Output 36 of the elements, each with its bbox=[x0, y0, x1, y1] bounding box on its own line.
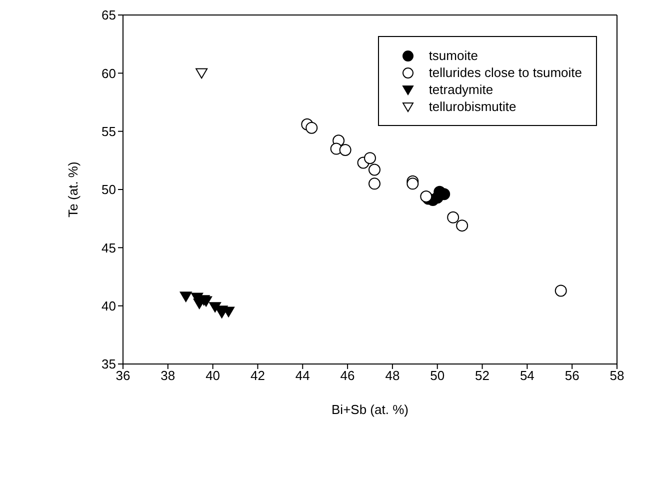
x-tick-label: 48 bbox=[385, 368, 400, 384]
legend-label: tetradymite bbox=[428, 82, 494, 97]
x-tick-label: 36 bbox=[116, 368, 130, 384]
x-tick-label: 58 bbox=[610, 368, 624, 384]
x-tick-label: 54 bbox=[520, 368, 534, 384]
point bbox=[420, 190, 432, 202]
y-tick-label: 55 bbox=[102, 124, 116, 139]
legend-label: tsumoite bbox=[428, 48, 478, 63]
legend-label: tellurides close to tsumoite bbox=[428, 65, 582, 80]
y-tick-label: 45 bbox=[102, 240, 116, 256]
x-tick-label: 42 bbox=[250, 368, 265, 384]
x-tick-label: 46 bbox=[340, 368, 355, 384]
y-tick-label: 35 bbox=[102, 356, 116, 372]
y-tick-label: 50 bbox=[102, 182, 116, 198]
x-tick-label: 44 bbox=[295, 368, 310, 384]
point bbox=[406, 178, 419, 190]
x-tick-label: 56 bbox=[564, 368, 580, 384]
y-axis-title: Te (at. %) bbox=[66, 162, 81, 218]
point bbox=[554, 284, 567, 297]
point bbox=[447, 211, 460, 224]
point bbox=[306, 122, 318, 134]
point bbox=[196, 68, 208, 79]
point bbox=[368, 164, 380, 176]
legend-label: tellurobismutite bbox=[428, 99, 516, 114]
point bbox=[456, 220, 468, 232]
y-tick-label: 65 bbox=[102, 8, 116, 23]
y-tick-label: 60 bbox=[102, 66, 116, 81]
point bbox=[180, 292, 192, 302]
point bbox=[339, 144, 352, 156]
x-tick-label: 50 bbox=[430, 368, 445, 384]
x-tick-label: 52 bbox=[475, 368, 490, 384]
y-tick-label: 40 bbox=[102, 298, 116, 314]
x-axis-title: Bi+Sb (at. %) bbox=[332, 402, 408, 417]
point bbox=[364, 152, 376, 164]
x-tick-label: 40 bbox=[206, 368, 220, 384]
x-tick-label: 38 bbox=[160, 368, 176, 384]
